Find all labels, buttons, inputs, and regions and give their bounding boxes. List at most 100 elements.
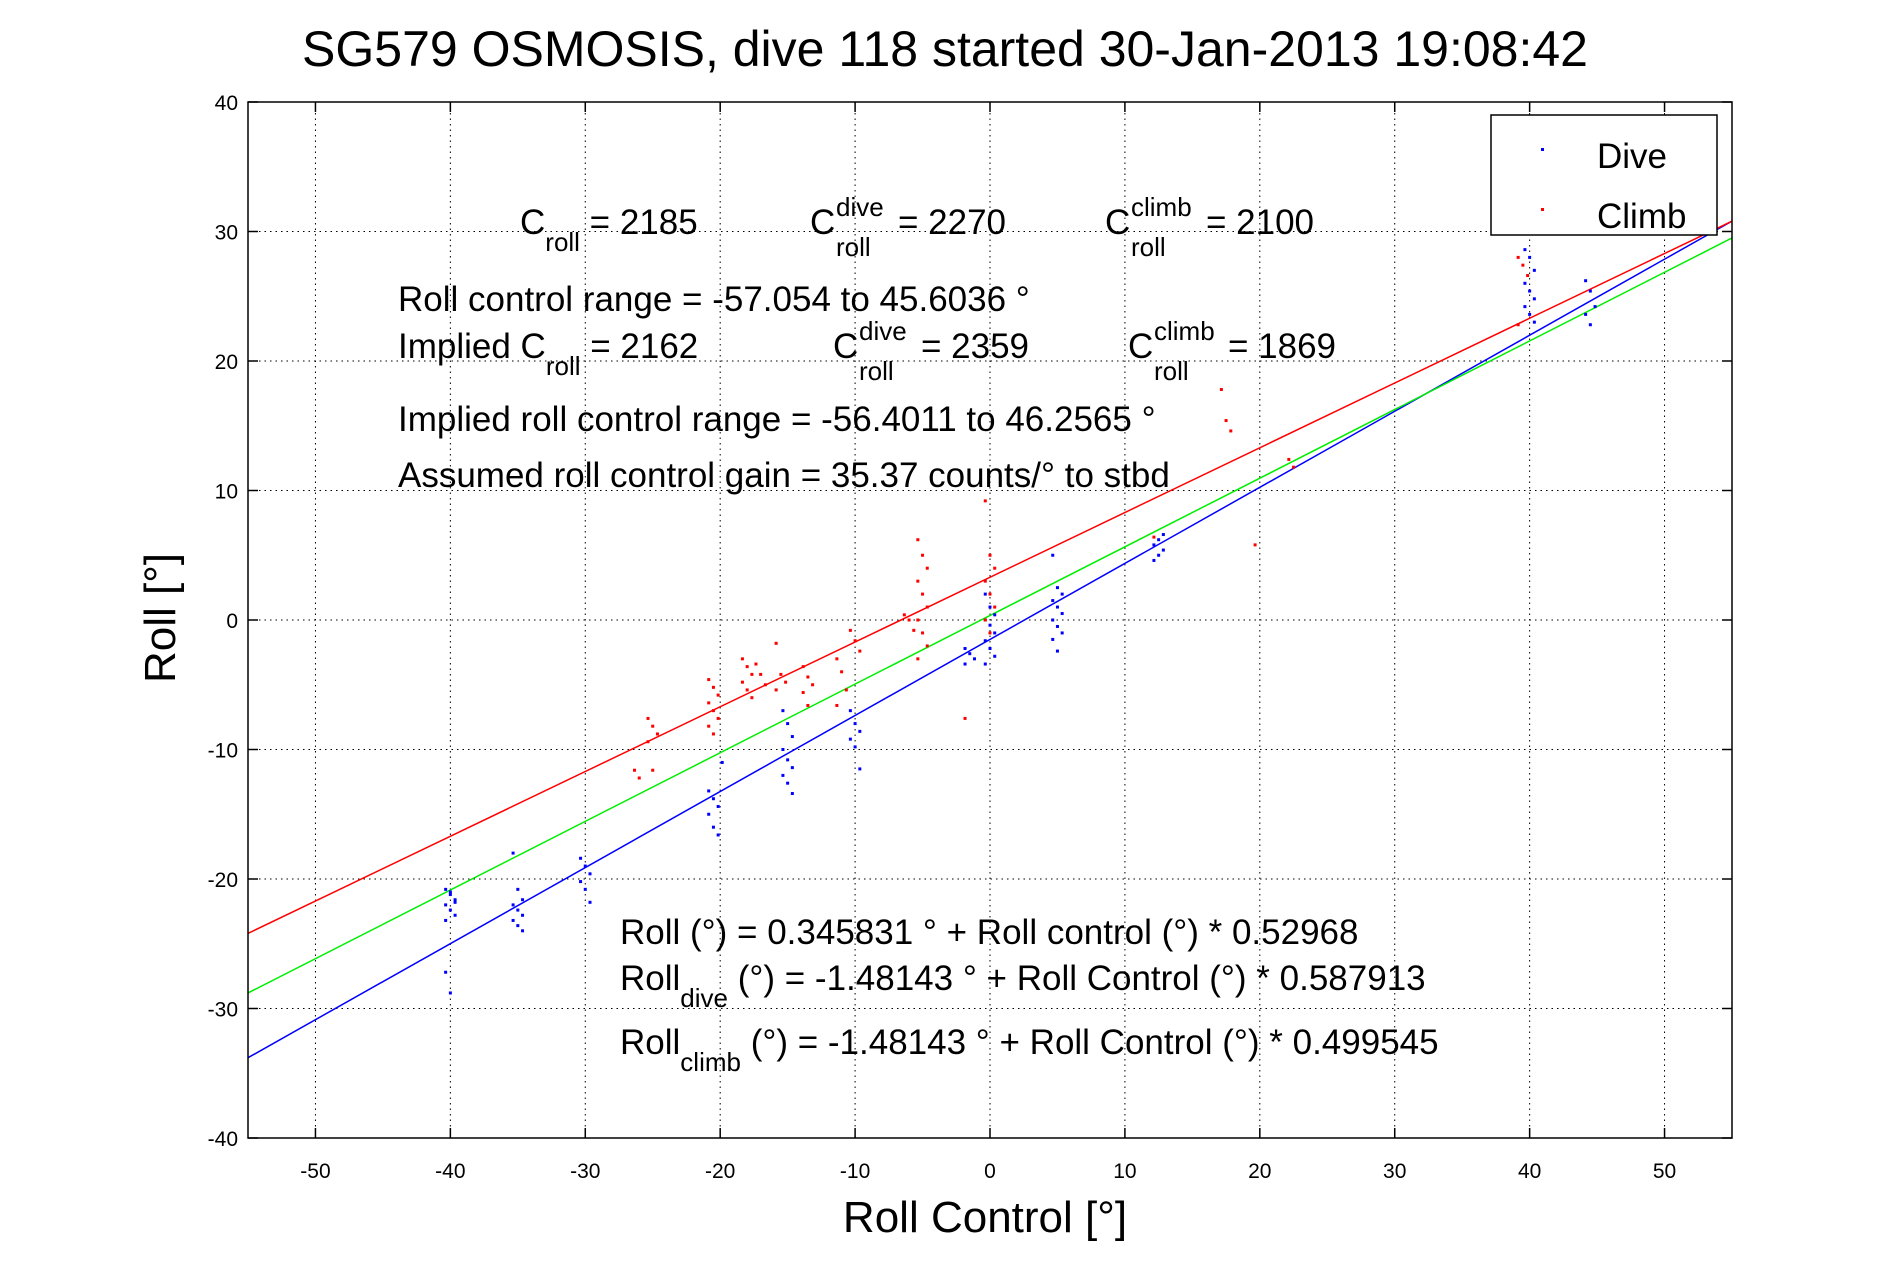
climb-point [983,499,987,503]
dive-point [853,745,857,749]
dive-point [588,900,592,904]
dive-point [521,929,525,933]
climb-point [784,680,788,684]
legend-climb-marker [1541,208,1544,211]
climb-point [983,618,987,622]
anno-gain: Assumed roll control gain = 35.37 counts… [398,456,1170,495]
anno-c-roll-climb-sub: roll [1131,232,1166,262]
climb-point [740,657,744,661]
x-tick-label: -20 [705,1160,735,1183]
dive-point [516,908,520,912]
dive-point [858,729,862,733]
climb-point [646,716,650,720]
climb-point [925,566,929,570]
dive-point [1051,599,1055,603]
anno-c-roll-climb: C [1105,203,1130,242]
dive-point [588,872,592,876]
dive-point [1532,268,1536,272]
climb-point [988,631,992,635]
climb-point [921,592,925,596]
dive-point [993,613,997,617]
dive-point [781,748,785,751]
data-points [444,248,1597,995]
dive-point [786,722,790,726]
dive-point [781,709,785,713]
anno-implied: Implied Croll = 2162 [398,327,698,381]
climb-point [740,680,744,684]
dive-point [1532,297,1536,301]
dive-point [444,887,448,891]
climb-point [916,579,920,583]
climb-point [921,553,925,557]
climb-point [646,740,650,744]
dive-point [444,970,448,974]
anno-implied-dive-sub: roll [859,356,894,386]
climb-point [835,703,839,707]
dive-point [1055,624,1059,628]
anno-c-roll-dive: C [810,203,835,242]
dive-point [707,789,711,793]
dive-point [988,605,992,609]
climb-point [1526,274,1530,278]
dive-point [1157,538,1161,542]
dive-point [848,737,852,741]
dive-point [1528,255,1532,259]
x-tick-label: 0 [984,1160,996,1183]
anno-c-roll: Croll = 2185 [520,203,698,257]
climb-point [983,579,987,583]
dive-point [453,900,457,904]
anno-implied-range: Implied roll control range = -56.4011 to… [398,400,1156,439]
legend: Dive Climb [1490,114,1718,236]
x-tick-label: 10 [1113,1160,1136,1183]
dive-point [963,646,967,650]
climb-point [633,768,637,772]
climb-point [988,553,992,557]
y-tick-label: 0 [226,610,238,633]
dive-point [1051,637,1055,641]
anno-implied-climb-sup: climb [1154,316,1215,346]
dive-point [444,918,448,922]
climb-point [844,688,848,692]
dive-point [790,735,794,739]
dive-point [583,887,587,891]
dive-point [968,652,972,656]
climb-point [1229,429,1233,433]
dive-point [790,766,794,770]
climb-point [1224,419,1228,423]
climb-point [779,672,783,676]
climb-point [988,592,992,596]
dive-point [720,760,724,764]
anno-c-roll-dive-sup: dive [836,192,884,222]
climb-point [774,641,778,645]
climb-point [637,776,641,780]
climb-point [745,688,749,692]
y-tick-label: -10 [208,740,238,763]
dive-point [711,797,715,801]
climb-point [916,618,920,622]
y-tick-label: 20 [215,351,238,374]
climb-point [840,670,844,674]
dive-point [448,908,452,912]
dive-point [1161,548,1165,552]
y-tick-label: 30 [215,222,238,245]
dive-point [1060,592,1064,596]
dive-point [1523,305,1527,309]
dive-point [716,804,720,808]
climb-point [774,688,778,692]
anno-c-roll-dive-value: = 2270 [898,203,1006,242]
dive-point [1055,586,1059,590]
y-tick-label: -30 [208,999,238,1022]
climb-point [806,675,810,679]
dive-point [453,913,457,917]
dive-point [521,913,525,917]
dive-point [983,639,987,643]
dive-point [516,887,520,891]
climb-point [716,693,720,697]
anno-fit-dive: Rolldive (°) = -1.48143 ° + Roll Control… [620,959,1426,1013]
anno-control-range: Roll control range = -57.054 to 45.6036 … [398,280,1030,319]
fit-line [247,220,1733,935]
climb-point [655,732,659,736]
dive-point [858,767,862,771]
dive-point [511,851,515,855]
